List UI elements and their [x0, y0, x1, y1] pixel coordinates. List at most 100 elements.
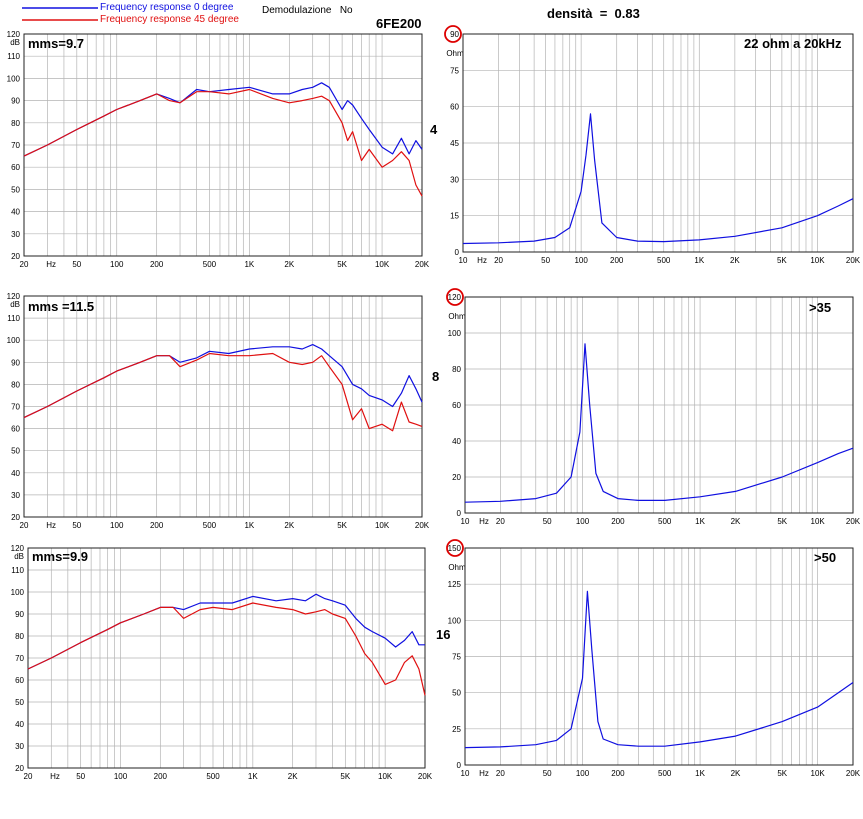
- x-tick-label: 100: [110, 521, 124, 530]
- y-tick-label: 30: [15, 742, 24, 751]
- y-tick-label: 40: [11, 469, 20, 478]
- data-point: [595, 473, 596, 474]
- x-tick-label: 20: [496, 769, 505, 778]
- data-point: [616, 237, 617, 238]
- data-point: [369, 428, 370, 429]
- data-point: [852, 198, 853, 199]
- data-point: [464, 502, 465, 503]
- y-tick-label: 120: [7, 292, 21, 301]
- impedance-nominal-16: 16: [436, 627, 451, 642]
- data-point: [498, 242, 499, 243]
- y-tick-label: 100: [7, 336, 21, 345]
- x-tick-label: 10K: [811, 517, 826, 526]
- data-point: [179, 366, 180, 367]
- x-tick-label: 1K: [244, 521, 254, 530]
- data-point: [169, 100, 170, 101]
- data-point: [617, 744, 618, 745]
- data-point: [781, 227, 782, 228]
- x-tick-label: 20: [20, 521, 29, 530]
- series-line-red: [27, 602, 426, 696]
- data-point: [315, 594, 316, 595]
- data-point: [554, 237, 555, 238]
- series-line-blue: [464, 343, 854, 503]
- x-tick-label: 500: [203, 521, 217, 530]
- data-point: [160, 607, 161, 608]
- data-point: [382, 167, 383, 168]
- x-tick-label: Hz: [479, 769, 489, 778]
- x-tick-label: 5K: [777, 256, 787, 265]
- data-point: [329, 355, 330, 356]
- y-tick-label: 25: [452, 725, 461, 734]
- data-point: [418, 668, 419, 669]
- highlight-circle: [446, 288, 464, 306]
- panel-1-spl: 120 110 100 90 80 70 60 50 40 30 20 dB 20 Hz 50 100 200 5…: [7, 30, 430, 269]
- data-point: [332, 600, 333, 601]
- panel-2-imp: 90 75 60 45 30 15 0 Ohm 10 Hz 20 50 100 200 500 1K 2K 5K 1…: [444, 25, 861, 265]
- panel-annotation: mms=9.7: [28, 36, 84, 51]
- data-point: [852, 448, 853, 449]
- data-point: [47, 406, 48, 407]
- plot-frame: [464, 296, 854, 514]
- data-point: [276, 607, 277, 608]
- data-point: [196, 360, 197, 361]
- y-tick-label: 50: [15, 698, 24, 707]
- data-point: [312, 87, 313, 88]
- data-point: [372, 662, 373, 663]
- data-point: [302, 364, 303, 365]
- data-point: [209, 351, 210, 352]
- x-tick-label: 2K: [731, 769, 741, 778]
- x-tick-label: Hz: [479, 517, 489, 526]
- plot-frame: [23, 295, 423, 518]
- y-unit-label: Ohm: [448, 563, 466, 572]
- x-tick-label: 100: [110, 260, 124, 269]
- data-point: [734, 236, 735, 237]
- data-point: [143, 613, 144, 614]
- x-tick-label: 20K: [846, 769, 861, 778]
- x-tick-label: 50: [72, 521, 81, 530]
- y-tick-label: 100: [448, 616, 462, 625]
- data-point: [404, 640, 405, 641]
- data-point: [535, 744, 536, 745]
- data-point: [179, 362, 180, 363]
- y-tick-label: 75: [450, 66, 459, 75]
- highlight-circle: [444, 25, 462, 43]
- y-tick-label: 80: [452, 365, 461, 374]
- data-point: [361, 118, 362, 119]
- data-point: [421, 149, 422, 150]
- data-point: [312, 362, 313, 363]
- y-unit-label: Ohm: [446, 49, 464, 58]
- x-tick-label: 100: [576, 769, 590, 778]
- y-tick-label: 60: [11, 425, 20, 434]
- x-tick-label: 100: [114, 772, 128, 781]
- data-point: [228, 89, 229, 90]
- data-point: [76, 129, 77, 130]
- data-point: [312, 98, 313, 99]
- data-point: [249, 355, 250, 356]
- data-point: [364, 653, 365, 654]
- data-point: [664, 500, 665, 501]
- data-point: [51, 657, 52, 658]
- y-tick-label: 45: [450, 139, 459, 148]
- y-tick-label: 15: [450, 212, 459, 221]
- data-point: [289, 362, 290, 363]
- x-tick-label: 100: [574, 256, 588, 265]
- x-tick-label: 10K: [375, 260, 390, 269]
- data-point: [464, 747, 465, 748]
- data-point: [183, 618, 184, 619]
- y-tick-label: 100: [11, 588, 25, 597]
- data-point: [305, 600, 306, 601]
- data-point: [321, 96, 322, 97]
- x-tick-label: 5K: [777, 517, 787, 526]
- y-tick-label: 20: [452, 473, 461, 482]
- data-point: [302, 89, 303, 90]
- data-point: [347, 140, 348, 141]
- y-tick-label: 50: [452, 689, 461, 698]
- plot-frame: [23, 33, 423, 257]
- data-point: [292, 598, 293, 599]
- data-point: [817, 215, 818, 216]
- data-point: [392, 160, 393, 161]
- x-tick-label: 500: [657, 256, 671, 265]
- data-point: [272, 353, 273, 354]
